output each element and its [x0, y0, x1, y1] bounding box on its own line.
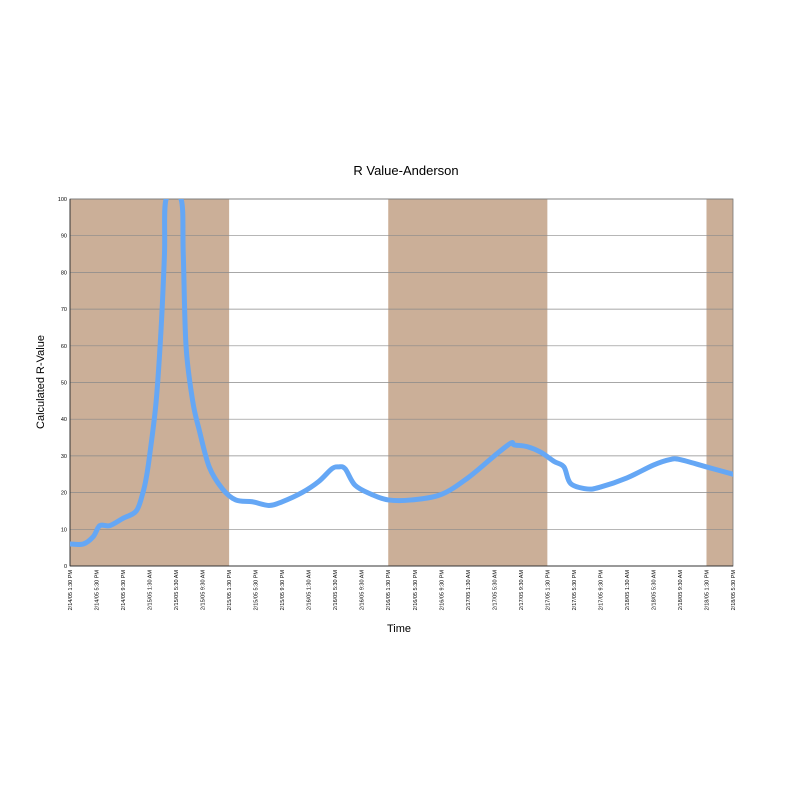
x-tick-label: 2/18/05 9:30 AM: [678, 570, 684, 610]
x-tick-label: 2/18/05 1:30 AM: [625, 570, 631, 610]
chart-title: R Value-Anderson: [353, 163, 458, 178]
x-tick-label: 2/15/05 5:30 PM: [254, 570, 260, 611]
x-tick-label: 2/15/05 9:30 AM: [201, 570, 207, 610]
x-tick-labels: 2/14/05 1:30 PM 2/14/05 5:30 PM 2/14/05 9:…: [68, 570, 737, 611]
x-tick-label: 2/16/05 9:30 AM: [360, 570, 366, 610]
y-tick-label: 50: [61, 381, 67, 387]
x-tick-label: 2/15/05 1:30 AM: [148, 570, 154, 610]
y-tick-label: 90: [61, 234, 67, 240]
y-axis-label: Calculated R-Value: [35, 335, 47, 429]
x-tick-label: 2/16/05 5:30 AM: [333, 570, 339, 610]
x-tick-label: 2/18/05 5:30 AM: [651, 570, 657, 610]
x-tick-label: 2/14/05 9:30 PM: [121, 570, 127, 611]
x-tick-label: 2/15/05 9:30 PM: [280, 570, 286, 611]
x-tick-label: 2/14/05 1:30 PM: [68, 570, 74, 611]
y-tick-label: 100: [58, 197, 67, 203]
series-layer: [70, 199, 733, 548]
y-tick-label: 30: [61, 454, 67, 460]
y-tick-label: 60: [61, 344, 67, 350]
axes: [69, 198, 734, 567]
y-tick-labels: 0 10 20 30 40 50 60 70 80 90 100: [58, 197, 67, 570]
y-tick-label: 80: [61, 270, 67, 276]
x-tick-label: 2/16/05 9:30 PM: [439, 570, 445, 611]
x-tick-label: 2/17/05 1:30 AM: [466, 570, 472, 610]
x-tick-label: 2/18/05 5:30 PM: [731, 570, 737, 611]
x-tick-label: 2/17/05 1:30 PM: [545, 570, 551, 611]
x-tick-label: 2/16/05 5:30 PM: [413, 570, 419, 611]
x-tick-label: 2/14/05 5:30 PM: [95, 570, 101, 611]
x-tick-label: 2/18/05 1:30 PM: [704, 570, 710, 611]
y-tick-label: 10: [61, 527, 67, 533]
y-tick-label: 40: [61, 417, 67, 423]
y-tick-label: 70: [61, 307, 67, 313]
x-tick-label: 2/17/05 9:30 AM: [519, 570, 525, 610]
y-tick-label: 20: [61, 491, 67, 497]
series-line: [70, 199, 733, 548]
x-tick-label: 2/17/05 5:30 AM: [492, 570, 498, 610]
x-tick-label: 2/17/05 5:30 PM: [572, 570, 578, 611]
x-tick-label: 2/16/05 1:30 PM: [386, 570, 392, 611]
y-tick-label: 0: [64, 564, 67, 570]
x-tick-label: 2/15/05 1:30 PM: [227, 570, 233, 611]
x-tick-label: 2/16/05 1:30 AM: [307, 570, 313, 610]
x-axis-label: Time: [387, 623, 411, 635]
x-tick-label: 2/15/05 5:30 AM: [174, 570, 180, 610]
x-tick-label: 2/17/05 9:30 PM: [598, 570, 604, 611]
